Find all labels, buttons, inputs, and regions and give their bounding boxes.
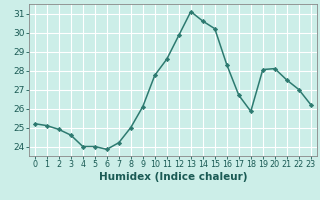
X-axis label: Humidex (Indice chaleur): Humidex (Indice chaleur): [99, 172, 247, 182]
